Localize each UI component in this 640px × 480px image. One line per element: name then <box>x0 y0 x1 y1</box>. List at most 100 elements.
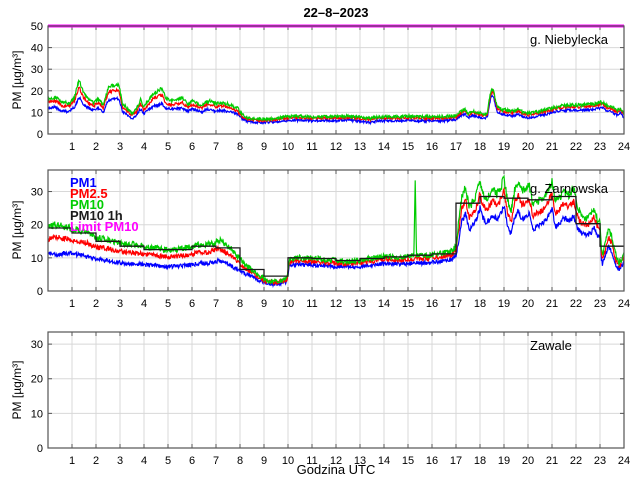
y-tick-label: 30 <box>31 64 43 76</box>
x-tick-label: 3 <box>117 141 123 153</box>
x-tick-label: 15 <box>402 141 414 153</box>
x-tick-label: 5 <box>165 298 171 310</box>
x-tick-label: 6 <box>189 141 195 153</box>
x-tick-label: 11 <box>306 298 317 310</box>
x-tick-label: 14 <box>378 141 390 153</box>
legend-item-pm25: PM2.5 <box>70 186 108 201</box>
chart-title: 22–8–2023 <box>303 5 369 20</box>
x-tick-label: 14 <box>378 298 390 310</box>
y-axis-label-text: PM [µg/m³] <box>10 360 24 420</box>
y-tick-label: 30 <box>31 187 43 199</box>
panel-3-grid <box>48 332 624 448</box>
y-tick-label: 10 <box>31 253 43 265</box>
x-tick-label: 2 <box>93 455 99 467</box>
panel-1-box <box>47 25 625 135</box>
y-tick-label: 0 <box>37 443 43 455</box>
panel-2-grid <box>48 170 624 291</box>
x-tick-label: 13 <box>354 141 366 153</box>
x-tick-label: 17 <box>450 455 462 467</box>
x-tick-label: 6 <box>189 455 195 467</box>
x-tick-label: 17 <box>450 298 462 310</box>
y-tick-label: 50 <box>31 21 43 33</box>
panel-1-series <box>48 78 624 126</box>
y-tick-label: 20 <box>31 374 43 386</box>
panel-2-tick-labels: 1 2 3 4 5 6 7 8 9 10 11 12 13 14 15 16 17 18 19 20 21 22 23 240… <box>31 187 630 310</box>
x-tick-label: 7 <box>213 455 219 467</box>
y-axis-label-text: PM [µg/m³] <box>10 50 24 110</box>
x-tick-label: 2 <box>93 298 99 310</box>
x-tick-label: 1 <box>69 298 75 310</box>
series-line-pm1 <box>48 93 624 126</box>
x-tick-label: 24 <box>618 455 630 467</box>
x-tick-label: 20 <box>522 298 534 310</box>
panel-3-tick-labels: 1 2 3 4 5 6 7 8 9 10 11 12 13 14 15 16 17 18 19 20 21 22 23 240… <box>31 339 630 467</box>
x-tick-label: 13 <box>354 455 366 467</box>
y-tick-label: 40 <box>31 43 43 55</box>
x-tick-label: 22 <box>570 455 582 467</box>
x-tick-label: 4 <box>141 455 147 467</box>
x-tick-label: 1 <box>69 455 75 467</box>
station-label-zarnowska: g. Zarnowska <box>530 181 609 196</box>
x-tick-label: 9 <box>261 298 267 310</box>
panel-2-ticks <box>48 170 624 291</box>
x-tick-label: 8 <box>237 141 243 153</box>
panel-2-series <box>48 174 624 289</box>
x-tick-label: 7 <box>213 141 219 153</box>
x-tick-label: 15 <box>402 298 414 310</box>
x-tick-label: 21 <box>546 141 558 153</box>
x-tick-label: 11 <box>306 141 317 153</box>
x-tick-label: 12 <box>330 298 342 310</box>
x-tick-label: 9 <box>261 455 267 467</box>
x-tick-label: 19 <box>498 298 510 310</box>
series-line-pm1 <box>48 205 624 289</box>
x-tick-label: 20 <box>522 455 534 467</box>
x-tick-label: 22 <box>570 141 582 153</box>
x-tick-label: 6 <box>189 298 195 310</box>
x-tick-label: 10 <box>282 141 294 153</box>
x-tick-label: 23 <box>594 455 606 467</box>
x-tick-label: 24 <box>618 141 630 153</box>
y-tick-label: 10 <box>31 107 43 119</box>
x-tick-label: 4 <box>141 141 147 153</box>
x-tick-label: 19 <box>498 455 510 467</box>
x-tick-label: 21 <box>546 455 558 467</box>
station-label-zawale: Zawale <box>530 338 572 353</box>
x-tick-label: 18 <box>474 298 486 310</box>
x-tick-label: 24 <box>618 298 630 310</box>
x-tick-label: 16 <box>426 141 438 153</box>
x-tick-label: 20 <box>522 141 534 153</box>
x-tick-label: 10 <box>282 298 294 310</box>
x-tick-label: 10 <box>282 455 294 467</box>
x-tick-label: 9 <box>261 141 267 153</box>
x-tick-label: 19 <box>498 141 510 153</box>
panel-2-box <box>47 169 625 292</box>
x-tick-label: 16 <box>426 298 438 310</box>
x-tick-label: 13 <box>354 298 366 310</box>
x-tick-label: 11 <box>306 455 317 467</box>
y-tick-label: 30 <box>31 339 43 351</box>
x-tick-label: 2 <box>93 141 99 153</box>
x-tick-label: 12 <box>330 141 342 153</box>
y-tick-label: 20 <box>31 86 43 98</box>
legend-item-pm1: PM1 <box>70 175 97 190</box>
x-tick-label: 22 <box>570 298 582 310</box>
x-tick-label: 12 <box>330 455 342 467</box>
legend: PM1 PM2.5 PM10 PM10 1h Limit PM10 <box>70 175 139 234</box>
x-tick-label: 3 <box>117 455 123 467</box>
x-tick-label: 15 <box>402 455 414 467</box>
x-tick-label: 18 <box>474 455 486 467</box>
series-line-pm10 <box>48 78 624 123</box>
x-tick-label: 14 <box>378 455 390 467</box>
legend-item-limit-pm10: Limit PM10 <box>70 219 139 234</box>
x-tick-label: 16 <box>426 455 438 467</box>
y-tick-label: 0 <box>37 129 43 141</box>
station-label-niebylecka: g. Niebylecka <box>530 32 609 47</box>
x-tick-label: 18 <box>474 141 486 153</box>
legend-item-pm10-1h: PM10 1h <box>70 208 123 223</box>
y-axis-label-text: PM [µg/m³] <box>10 200 24 260</box>
legend-item-pm10: PM10 <box>70 197 104 212</box>
panel-3-ticks <box>48 332 624 448</box>
x-tick-label: 21 <box>546 298 558 310</box>
